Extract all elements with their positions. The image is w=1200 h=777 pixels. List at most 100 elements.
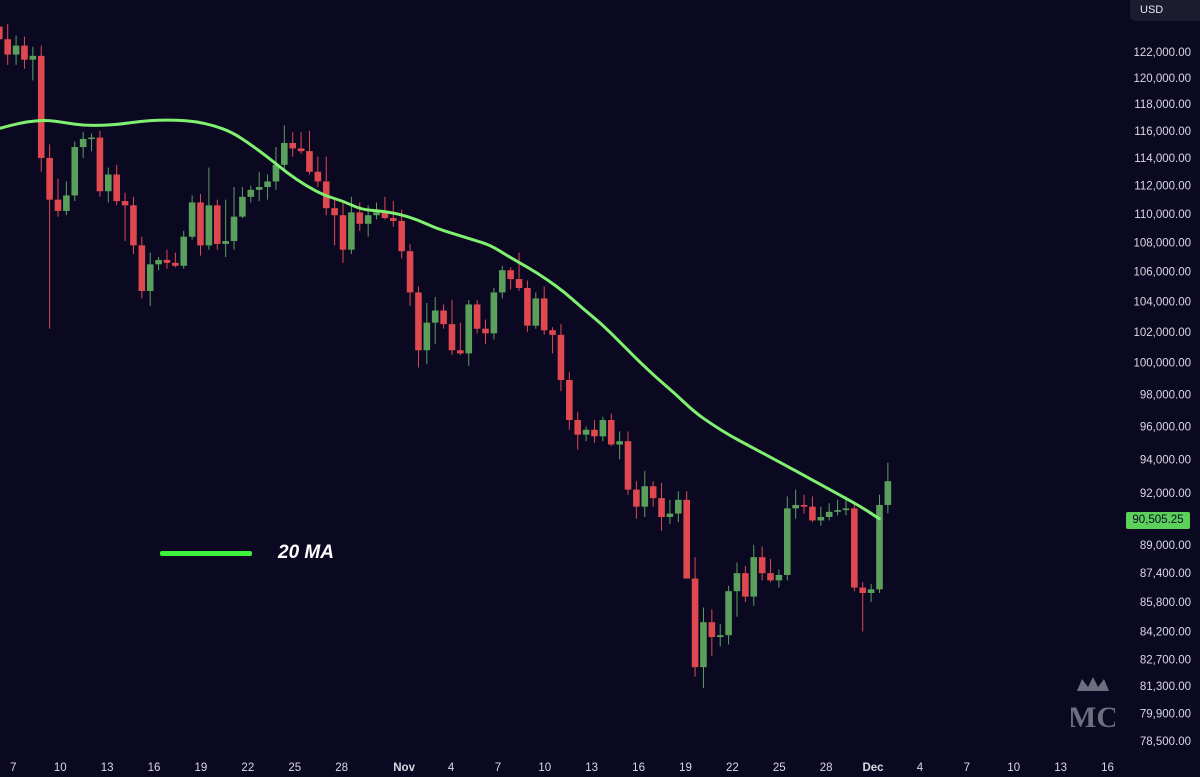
currency-label[interactable]: USD — [1130, 0, 1200, 21]
candle — [775, 569, 783, 588]
candle-body — [574, 420, 582, 435]
candle-body — [96, 137, 104, 192]
candle-body — [121, 201, 129, 206]
price-tick-label: 85,800.00 — [1140, 597, 1191, 609]
candle-body — [247, 189, 255, 197]
candle-body — [884, 481, 892, 505]
candle-body — [423, 322, 431, 351]
price-tick-label: 100,000.00 — [1133, 358, 1191, 370]
candle — [884, 462, 892, 514]
candle-body — [381, 212, 389, 219]
candle-body — [683, 499, 690, 579]
price-tick-label: 82,700.00 — [1140, 655, 1191, 667]
candle-body — [130, 205, 137, 246]
candle — [473, 299, 481, 334]
candle-body — [364, 215, 372, 224]
candle-body — [155, 259, 162, 265]
candle — [825, 503, 833, 521]
price-tick-label: 116,000.00 — [1134, 126, 1191, 138]
price-tick-label: 112,000.00 — [1134, 181, 1191, 193]
candle — [12, 35, 20, 65]
candle-body — [289, 142, 297, 149]
candle-body — [582, 429, 590, 435]
candles-layer — [0, 24, 892, 689]
candle — [800, 494, 808, 514]
date-tick-label: 25 — [773, 762, 786, 774]
price-tick-label: 106,000.00 — [1133, 267, 1191, 279]
candle — [322, 156, 330, 216]
candle-body — [465, 304, 473, 354]
legend-label: 20 MA — [278, 542, 334, 563]
candle-body — [138, 245, 146, 291]
candle-body — [708, 622, 716, 638]
price-tick-label: 84,200.00 — [1140, 626, 1191, 638]
time-axis[interactable]: 7 10 13 16 19 22 25 28 Nov 4 7 10 13 16 19 22 25 28 Dec 4 7 1… — [10, 762, 1114, 774]
price-tick-label: 108,000.00 — [1133, 237, 1191, 249]
date-tick-label: 22 — [726, 762, 739, 774]
candle-body — [532, 298, 540, 326]
candle — [750, 544, 758, 606]
candle-body — [482, 328, 489, 334]
candle-body — [809, 506, 816, 521]
candle — [448, 299, 456, 355]
candle-body — [851, 508, 858, 588]
candle — [867, 583, 875, 603]
candle — [792, 489, 799, 519]
date-tick-label: 28 — [820, 762, 833, 774]
candle — [63, 181, 70, 216]
price-tick-label: 92,000.00 — [1140, 488, 1191, 500]
candle-body — [758, 557, 766, 574]
candle — [507, 267, 514, 290]
candle-body — [742, 573, 749, 597]
candle-body — [767, 573, 774, 581]
candle-body — [71, 147, 79, 196]
candle — [482, 319, 489, 345]
candle — [666, 499, 674, 524]
candle — [851, 503, 858, 592]
price-tick-label: 118,000.00 — [1134, 99, 1191, 111]
crown-mc-logo-icon: MC — [1071, 677, 1115, 734]
candle — [21, 36, 28, 69]
candle-body — [750, 557, 758, 597]
date-tick-label: 4 — [448, 762, 455, 774]
candle-body — [331, 208, 338, 216]
candle — [314, 156, 322, 188]
candle — [876, 494, 883, 593]
candle-body — [398, 220, 405, 252]
candle-body — [79, 138, 87, 148]
candle-body — [197, 202, 204, 246]
candle-body — [163, 259, 171, 263]
candle-body — [180, 236, 188, 266]
legend: 20 MA — [160, 541, 334, 565]
candle — [163, 249, 171, 269]
candle — [549, 327, 556, 354]
date-tick-label: 28 — [335, 762, 348, 774]
price-axis[interactable]: 122,000.00 120,000.00 118,000.00 116,000.00… — [1133, 47, 1191, 748]
candle-body — [12, 45, 20, 55]
candle-body — [63, 195, 70, 211]
candle-body — [599, 420, 607, 437]
price-tick-label: 79,900.00 — [1140, 708, 1191, 720]
candle-body — [29, 55, 37, 60]
date-tick-label: 10 — [1007, 762, 1020, 774]
candle — [700, 607, 707, 689]
candle — [557, 324, 565, 392]
candle-body — [389, 218, 397, 221]
candle — [532, 292, 540, 329]
price-tick-label: 104,000.00 — [1133, 296, 1191, 308]
date-tick-label: 22 — [241, 762, 254, 774]
candle-body — [733, 573, 741, 592]
candle-body — [406, 251, 414, 293]
candle-body — [431, 310, 439, 323]
candle — [742, 566, 749, 603]
candle-body — [867, 589, 875, 593]
candle — [180, 230, 188, 269]
candle-body — [356, 212, 364, 224]
candle — [121, 192, 129, 242]
candle-body — [113, 174, 120, 202]
candle — [641, 471, 649, 517]
price-tick-label: 89,000.00 — [1140, 540, 1191, 552]
candle-body — [566, 380, 573, 421]
price-tick-label: 110,000.00 — [1134, 209, 1191, 221]
candle-body — [607, 420, 615, 445]
